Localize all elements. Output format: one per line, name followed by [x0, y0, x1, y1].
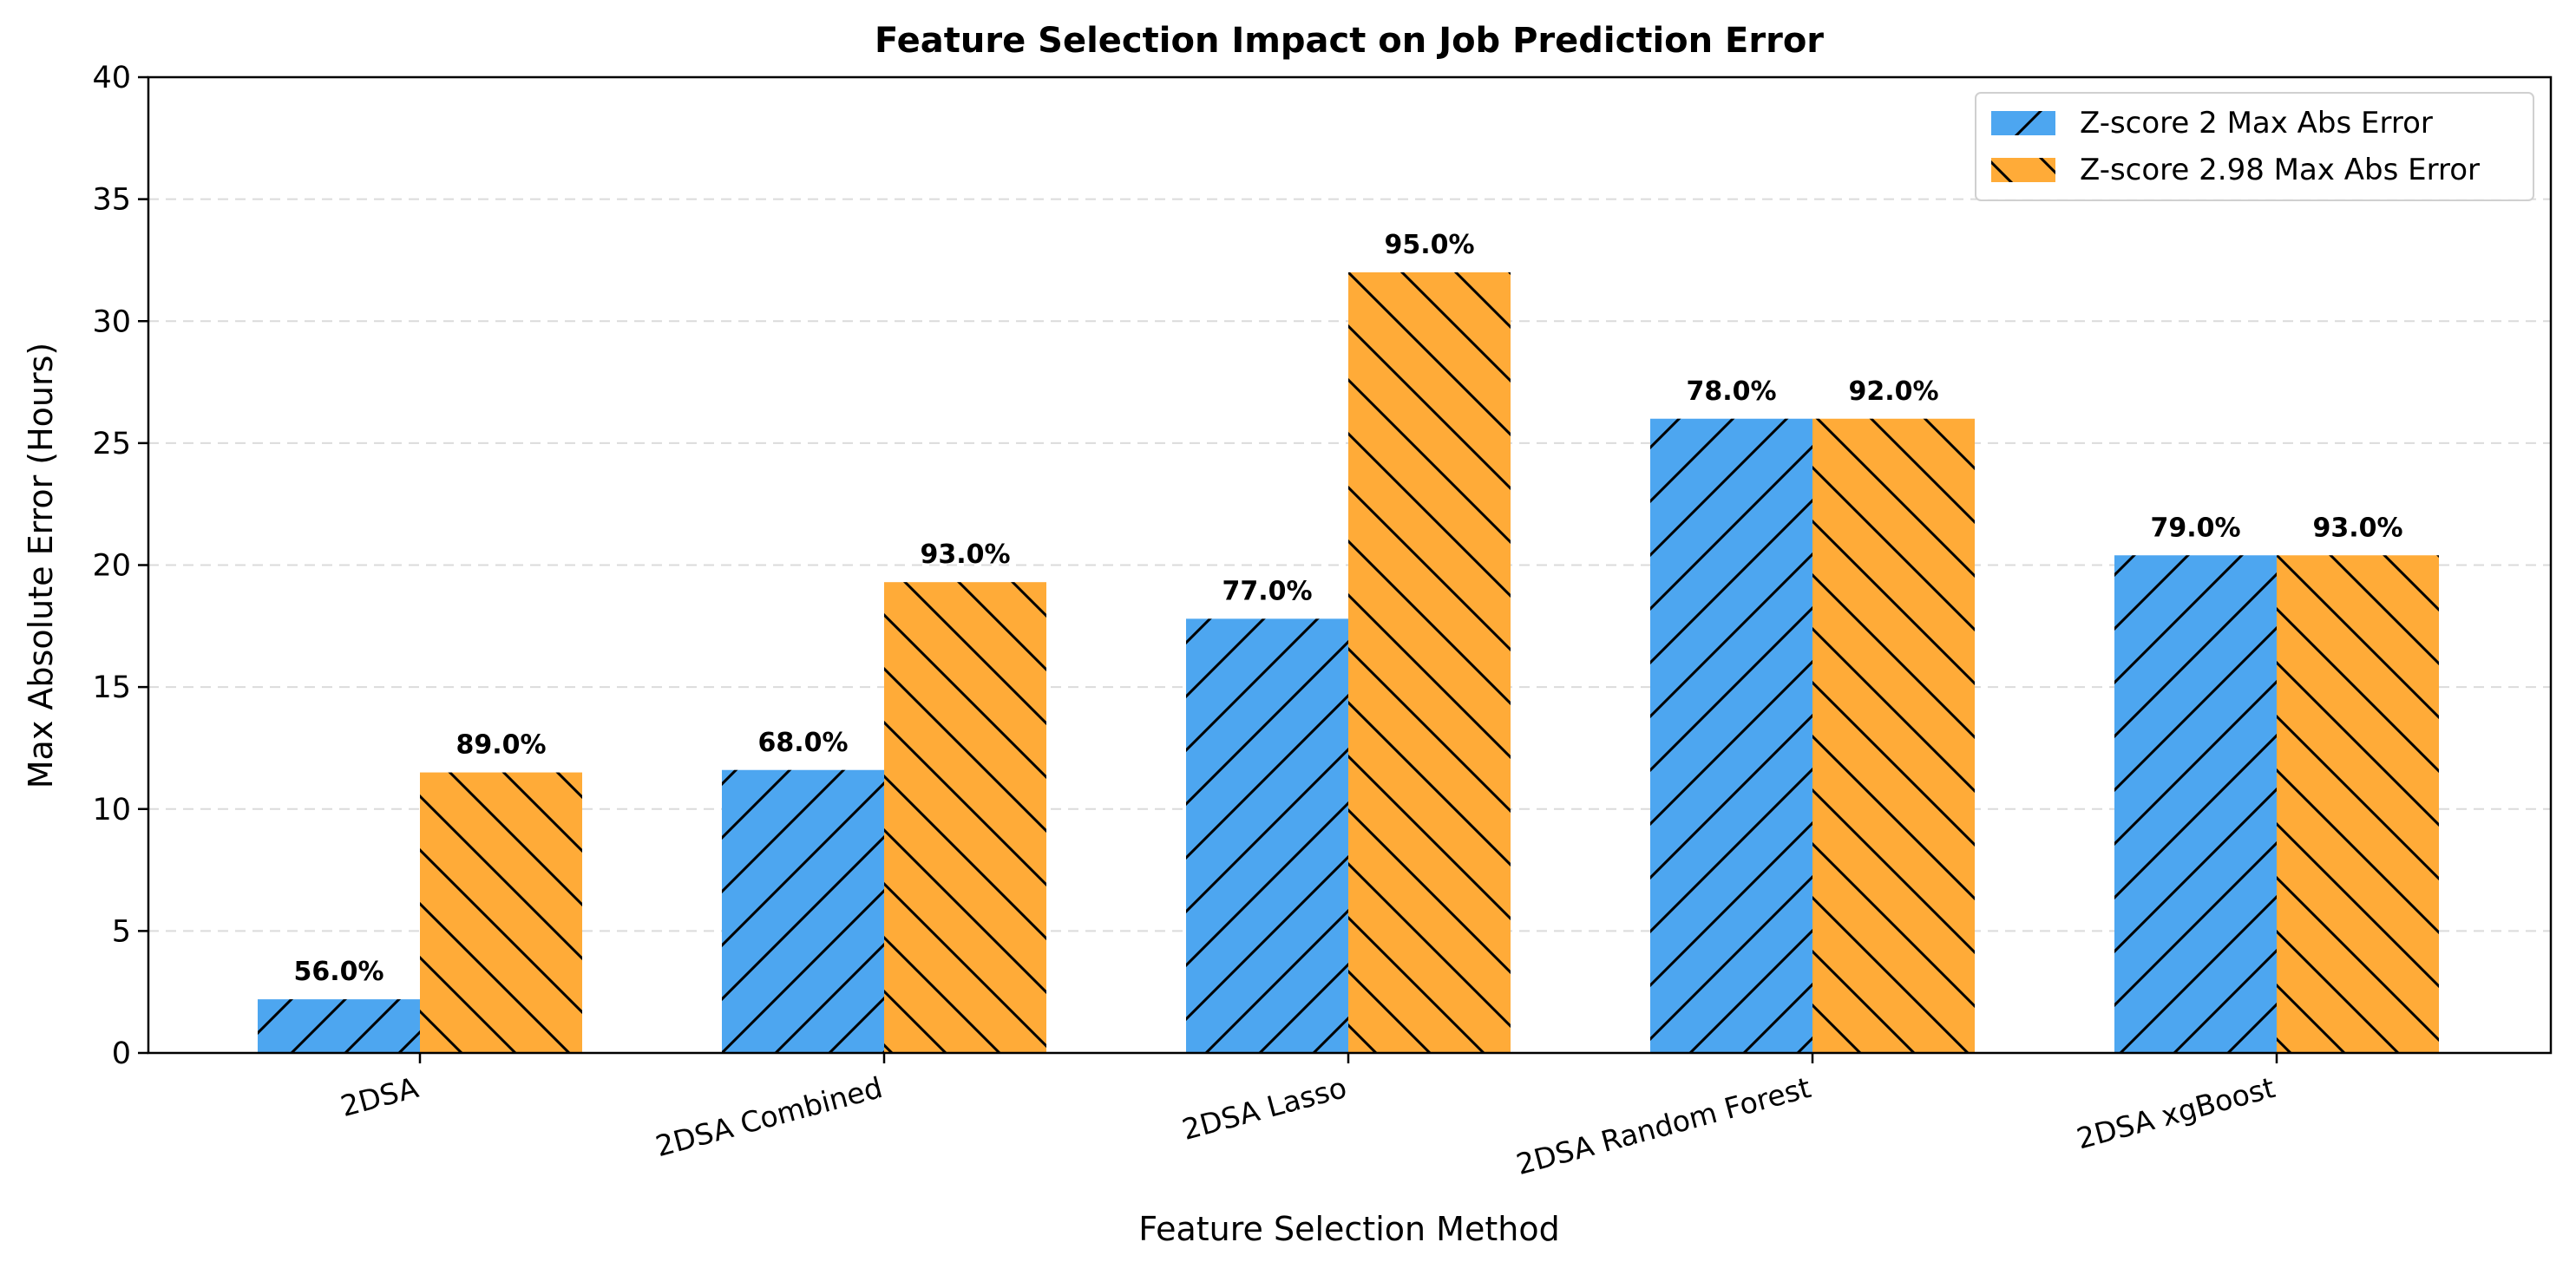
bar-value-label: 92.0% [1848, 376, 1938, 407]
legend-box [1975, 92, 2534, 201]
x-axis-label: Feature Selection Method [1138, 1210, 1559, 1248]
bar-value-label: 93.0% [2312, 513, 2402, 543]
bar-value-label: 89.0% [456, 730, 546, 761]
bar-hatch [1348, 272, 1511, 1053]
y-tick-label: 20 [92, 549, 131, 584]
legend-swatch-hatch [1991, 158, 2055, 182]
y-tick-label: 15 [92, 670, 131, 705]
y-tick-label: 25 [92, 427, 131, 461]
bar-value-label: 78.0% [1686, 376, 1776, 407]
x-tick-label: 2DSA xgBoost [2073, 1070, 2278, 1155]
bar-hatch [884, 582, 1046, 1053]
bar-hatch [1650, 418, 1812, 1053]
bar-hatch [2114, 555, 2277, 1053]
y-tick-label: 40 [92, 61, 131, 95]
legend: Z-score 2 Max Abs Error Z-score 2.98 Max … [1975, 92, 2534, 201]
y-tick-label: 10 [92, 793, 131, 827]
x-tick-label: 2DSA [338, 1070, 423, 1123]
bar-hatch [258, 999, 420, 1053]
legend-label: Z-score 2.98 Max Abs Error [2080, 153, 2480, 187]
legend-swatch-hatch [1991, 111, 2055, 135]
bar-value-label: 77.0% [1222, 576, 1312, 606]
y-axis-ticks: 0 5 10 15 20 25 30 35 40 [92, 61, 148, 1071]
bar-hatch [1186, 618, 1348, 1053]
x-tick-label: 2DSA Lasso [1178, 1070, 1350, 1147]
bar-value-label: 95.0% [1384, 230, 1474, 260]
bar-value-label: 93.0% [920, 539, 1010, 570]
y-tick-label: 0 [112, 1036, 131, 1071]
bars [258, 272, 2439, 1053]
bar-labels: 56.0% 89.0% 68.0% 93.0% 77.0% 95.0% 78.0% 92.0%… [293, 230, 2402, 987]
x-axis-ticks: 2DSA 2DSA Combined 2DSA Lasso 2DSA Random F… [338, 1053, 2278, 1181]
bar-hatch [420, 772, 582, 1053]
bar-hatch [1812, 418, 1975, 1053]
x-tick-label: 2DSA Combined [652, 1070, 886, 1163]
bar-value-label: 56.0% [293, 957, 383, 987]
y-axis-label: Max Absolute Error (Hours) [22, 343, 60, 788]
y-tick-label: 35 [92, 183, 131, 218]
x-tick-label: 2DSA Random Forest [1512, 1070, 1814, 1181]
bar-hatch [722, 769, 884, 1053]
bar-value-label: 68.0% [757, 728, 848, 758]
chart-title: Feature Selection Impact on Job Predicti… [875, 21, 1824, 61]
bar-hatch [2277, 555, 2439, 1053]
legend-label: Z-score 2 Max Abs Error [2080, 106, 2433, 141]
y-tick-label: 5 [112, 914, 131, 949]
y-tick-label: 30 [92, 304, 131, 339]
bar-value-label: 79.0% [2150, 513, 2240, 543]
